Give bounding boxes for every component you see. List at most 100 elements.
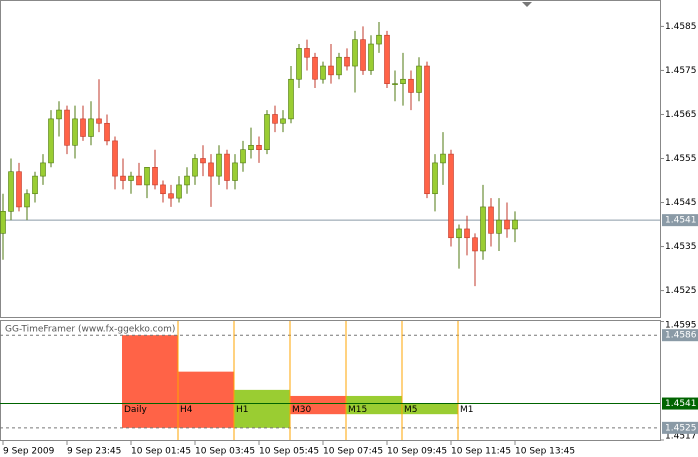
candle-body (344, 56, 350, 67)
y-tick-label: 1.4517 (665, 432, 697, 442)
candle-body (472, 237, 478, 252)
candle-body (216, 153, 222, 177)
candle-body (480, 206, 486, 252)
candle-body (240, 149, 246, 164)
candle-body (256, 144, 262, 150)
candle-body (232, 162, 238, 181)
candle-body (224, 153, 230, 181)
candle-body (40, 162, 46, 177)
candle-body (144, 167, 150, 186)
timeframe-label: M15 (348, 405, 367, 415)
candle-body (184, 175, 190, 186)
candle-body (496, 219, 502, 234)
level-box (662, 421, 698, 434)
level-box (662, 329, 698, 342)
candle-body (24, 193, 30, 208)
candle-body (48, 118, 54, 164)
candle-body (160, 184, 166, 195)
candle-body (328, 65, 334, 76)
candle-body (416, 65, 422, 93)
candle-body (56, 109, 62, 120)
range-bar (346, 395, 402, 415)
y-tick-label: 1.4545 (665, 198, 697, 208)
candle-body (440, 153, 446, 164)
x-tick-label: 9 Sep 2009 (3, 447, 55, 457)
candle-body (32, 175, 38, 195)
candle-body (384, 34, 390, 84)
candle-body (312, 56, 318, 80)
candle-body (400, 78, 406, 84)
candle-body (336, 56, 342, 76)
x-tick-label: 10 Sep 09:45 (387, 447, 447, 457)
range-bar (402, 403, 458, 415)
candle-body (296, 48, 302, 80)
candle-body (128, 175, 134, 181)
x-tick-label: 9 Sep 23:45 (67, 447, 121, 457)
level-label: 1.4525 (665, 423, 697, 433)
x-tick-label: 10 Sep 05:45 (259, 447, 319, 457)
candle-body (464, 228, 470, 239)
candle-body (264, 114, 270, 150)
x-tick-label: 10 Sep 01:45 (131, 447, 191, 457)
candle-body (504, 219, 510, 230)
candle-body (352, 39, 358, 67)
range-bar (178, 371, 234, 428)
level-label: 1.4586 (665, 331, 697, 341)
candle-body (280, 118, 286, 124)
candle-body (136, 175, 142, 186)
candle-body (168, 193, 174, 199)
x-tick-label: 10 Sep 13:45 (515, 447, 575, 457)
candle-body (424, 65, 430, 195)
y-tick-label: 1.4575 (665, 66, 697, 76)
sub-frame (0, 320, 661, 441)
candle-body (72, 118, 78, 146)
y-tick-label: 1.4525 (665, 286, 697, 296)
range-bar (290, 395, 346, 415)
candle-body (248, 144, 254, 150)
last-price-label: 1.4541 (665, 399, 697, 409)
candle-body (200, 158, 206, 164)
candle-body (320, 65, 326, 80)
candle-body (96, 118, 102, 124)
candle-body (64, 109, 70, 146)
x-tick-label: 10 Sep 11:45 (451, 447, 511, 457)
candle-body (456, 228, 462, 239)
candle-body (432, 162, 438, 195)
last-price-box (662, 397, 698, 410)
candle-body (80, 118, 86, 137)
last-price-label: 1.4541 (665, 216, 697, 226)
candle-body (304, 48, 310, 58)
candle-body (104, 122, 110, 142)
candle-body (8, 171, 14, 212)
candle-body (152, 167, 158, 186)
candle-body (392, 83, 398, 85)
y-tick-label: 1.4555 (665, 154, 697, 164)
candle-body (112, 140, 118, 177)
candle-body (16, 171, 22, 208)
candle-body (192, 158, 198, 177)
candle-body (376, 34, 382, 45)
timeframe-label: H1 (236, 405, 249, 415)
candle-body (368, 43, 374, 71)
candle-body (208, 162, 214, 177)
candle-body (0, 211, 6, 234)
candle-body (120, 175, 126, 181)
range-bar (234, 389, 290, 428)
y-tick-label: 1.4565 (665, 110, 697, 120)
candle-body (176, 184, 182, 199)
range-bar (122, 335, 178, 428)
timeframe-label: Daily (124, 405, 147, 415)
timeframe-label: H4 (180, 405, 193, 415)
y-tick-label: 1.4535 (665, 242, 697, 252)
timeframe-label: M30 (292, 405, 311, 415)
candle-body (408, 78, 414, 93)
indicator-title: GG-TimeFramer (www.fx-ggekko.com) (5, 325, 175, 335)
x-tick-label: 10 Sep 03:45 (195, 447, 255, 457)
x-tick-label: 10 Sep 07:45 (323, 447, 383, 457)
candle-body (272, 114, 278, 124)
candle-body (88, 118, 94, 137)
y-tick-label: 1.4585 (665, 22, 697, 32)
y-tick-label: 1.4595 (665, 321, 697, 331)
candle-body (488, 206, 494, 234)
candle-body (448, 153, 454, 239)
